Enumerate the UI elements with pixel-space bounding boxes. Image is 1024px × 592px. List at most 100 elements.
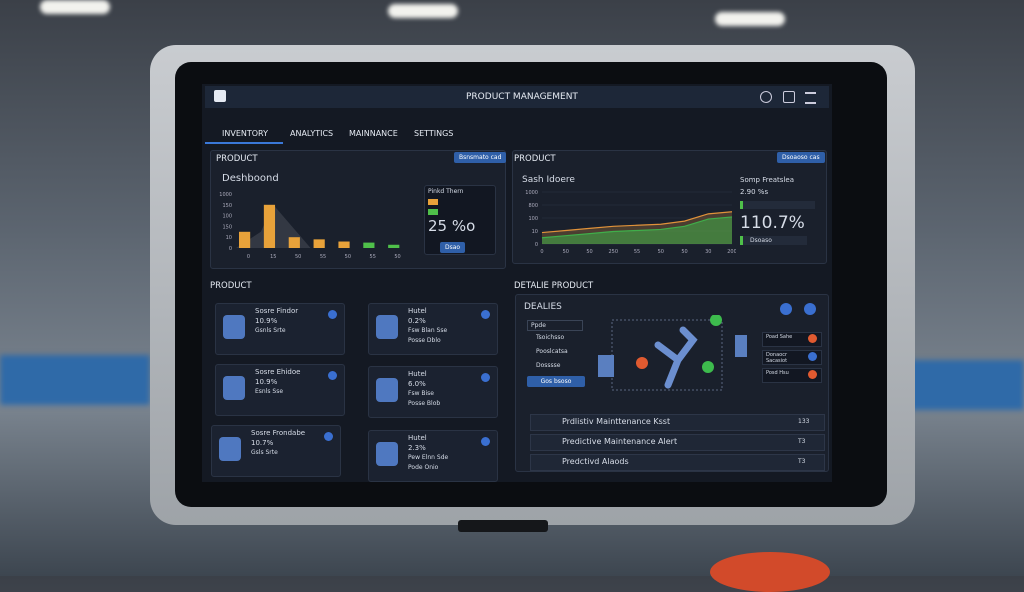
dot xyxy=(328,310,337,319)
robot-arm xyxy=(654,326,698,389)
alert-count: 133 xyxy=(798,418,810,425)
alert-row xyxy=(530,414,825,431)
alert-count: T3 xyxy=(798,438,806,445)
panel-title: DEALIES xyxy=(524,302,562,312)
product-icon xyxy=(223,315,245,339)
tab-underline xyxy=(205,142,283,144)
card-title: Sosre Frondabe xyxy=(251,429,306,437)
dot xyxy=(481,373,490,382)
side-label: Poad Sahe xyxy=(766,334,793,340)
card-title: Sosre Findor xyxy=(255,307,299,315)
stat-title: Somp Freatslea xyxy=(740,176,794,184)
alert-text: Predictive Maintenance Alert xyxy=(562,437,678,446)
line xyxy=(541,211,733,234)
header-title: PRODUCT MANAGEMENT xyxy=(466,92,578,102)
list-item: Tsoichsso xyxy=(536,334,565,341)
alert-text: Prdlistiv Mainttenance Ksst xyxy=(562,417,671,426)
product-icon xyxy=(223,376,245,400)
machine xyxy=(900,360,1024,410)
bar xyxy=(239,231,251,248)
y-tick-label: 100 xyxy=(528,216,538,222)
button[interactable]: Bsnsmato cad xyxy=(454,152,507,163)
product-icon xyxy=(376,442,398,466)
card-detail: Gsnls Srte xyxy=(255,327,286,334)
panel-title: PRODUCT xyxy=(514,154,556,164)
robot-diagram xyxy=(598,315,747,391)
alert-count: T3 xyxy=(798,458,806,465)
alert-row xyxy=(530,454,825,471)
x-tick-label: 50 xyxy=(586,249,592,255)
menu-icon[interactable] xyxy=(805,92,816,104)
side-dot xyxy=(808,352,817,361)
x-tick-label: 55 xyxy=(320,254,326,260)
bar xyxy=(288,237,300,248)
card-value: 10.9% xyxy=(255,378,278,386)
side-label: Donaocr Sacasiot xyxy=(766,352,788,364)
card-value: 10.9% xyxy=(255,317,278,325)
button[interactable]: Dsao xyxy=(440,242,466,253)
panel-title: PRODUCT xyxy=(216,154,258,164)
logo xyxy=(214,90,226,102)
tab[interactable]: INVENTORY xyxy=(222,129,268,138)
bar xyxy=(313,239,325,248)
card-value: 2.3% xyxy=(408,444,426,452)
alert-text: Predctivd Alaods xyxy=(562,457,629,466)
status xyxy=(702,361,714,373)
alert-row xyxy=(530,434,825,451)
stop-button xyxy=(710,552,830,592)
legend-swatch xyxy=(428,209,438,215)
card-title: Sosre Ehidoe xyxy=(255,368,301,376)
machine-icon xyxy=(735,335,747,357)
dot xyxy=(481,437,490,446)
x-tick-label: 50 xyxy=(394,254,400,260)
y-tick-label: 100 xyxy=(222,214,232,220)
x-tick-label: 50 xyxy=(681,249,687,255)
tab[interactable]: MAINNANCE xyxy=(349,129,398,138)
side-label: Posd Hsu xyxy=(766,370,789,376)
side-dot xyxy=(808,334,817,343)
y-tick-label: 0 xyxy=(535,242,538,248)
product-icon xyxy=(219,437,241,461)
dot xyxy=(481,310,490,319)
tab[interactable]: SETTINGS xyxy=(414,129,454,138)
side-item xyxy=(762,332,822,347)
dot xyxy=(324,432,333,441)
icon[interactable] xyxy=(783,91,795,103)
stat-sub: 2.90 %s xyxy=(740,188,769,196)
product-icon xyxy=(376,378,398,402)
icon[interactable] xyxy=(804,303,816,315)
x-tick-label: 55 xyxy=(634,249,640,255)
x-tick-label: 200 xyxy=(727,249,736,255)
header-bar xyxy=(205,86,829,108)
progress xyxy=(740,201,815,209)
side-item xyxy=(762,368,822,383)
bar xyxy=(338,241,350,248)
card-title: Hutel xyxy=(408,434,427,442)
icon[interactable] xyxy=(760,91,772,103)
side-item xyxy=(762,350,822,365)
dot xyxy=(328,371,337,380)
card-detail: Pode Onio xyxy=(408,464,439,471)
y-tick-label: 150 xyxy=(222,224,232,230)
status xyxy=(636,357,648,369)
icon[interactable] xyxy=(780,303,792,315)
x-tick-label: 50 xyxy=(295,254,301,260)
list-item: Pooslcatsa xyxy=(536,348,568,355)
list-item: Dosssse xyxy=(536,362,561,369)
bar xyxy=(263,204,276,248)
button[interactable]: Gos bsoso xyxy=(527,376,585,387)
x-tick-label: 50 xyxy=(345,254,351,260)
x-tick-label: 30 xyxy=(705,249,711,255)
section-title: PRODUCT xyxy=(210,281,252,291)
button[interactable]: Dsoaoso cas xyxy=(777,152,825,163)
chart-title: Sash Idoere xyxy=(522,175,575,185)
card-detail: Posse Dblo xyxy=(408,337,441,344)
tab[interactable]: ANALYTICS xyxy=(290,129,334,138)
stat-button[interactable]: Dsoaso xyxy=(750,237,772,244)
x-tick-label: 50 xyxy=(563,249,569,255)
card-detail: Esnls Sse xyxy=(255,388,284,395)
stat-value: 25 %o xyxy=(428,217,476,235)
